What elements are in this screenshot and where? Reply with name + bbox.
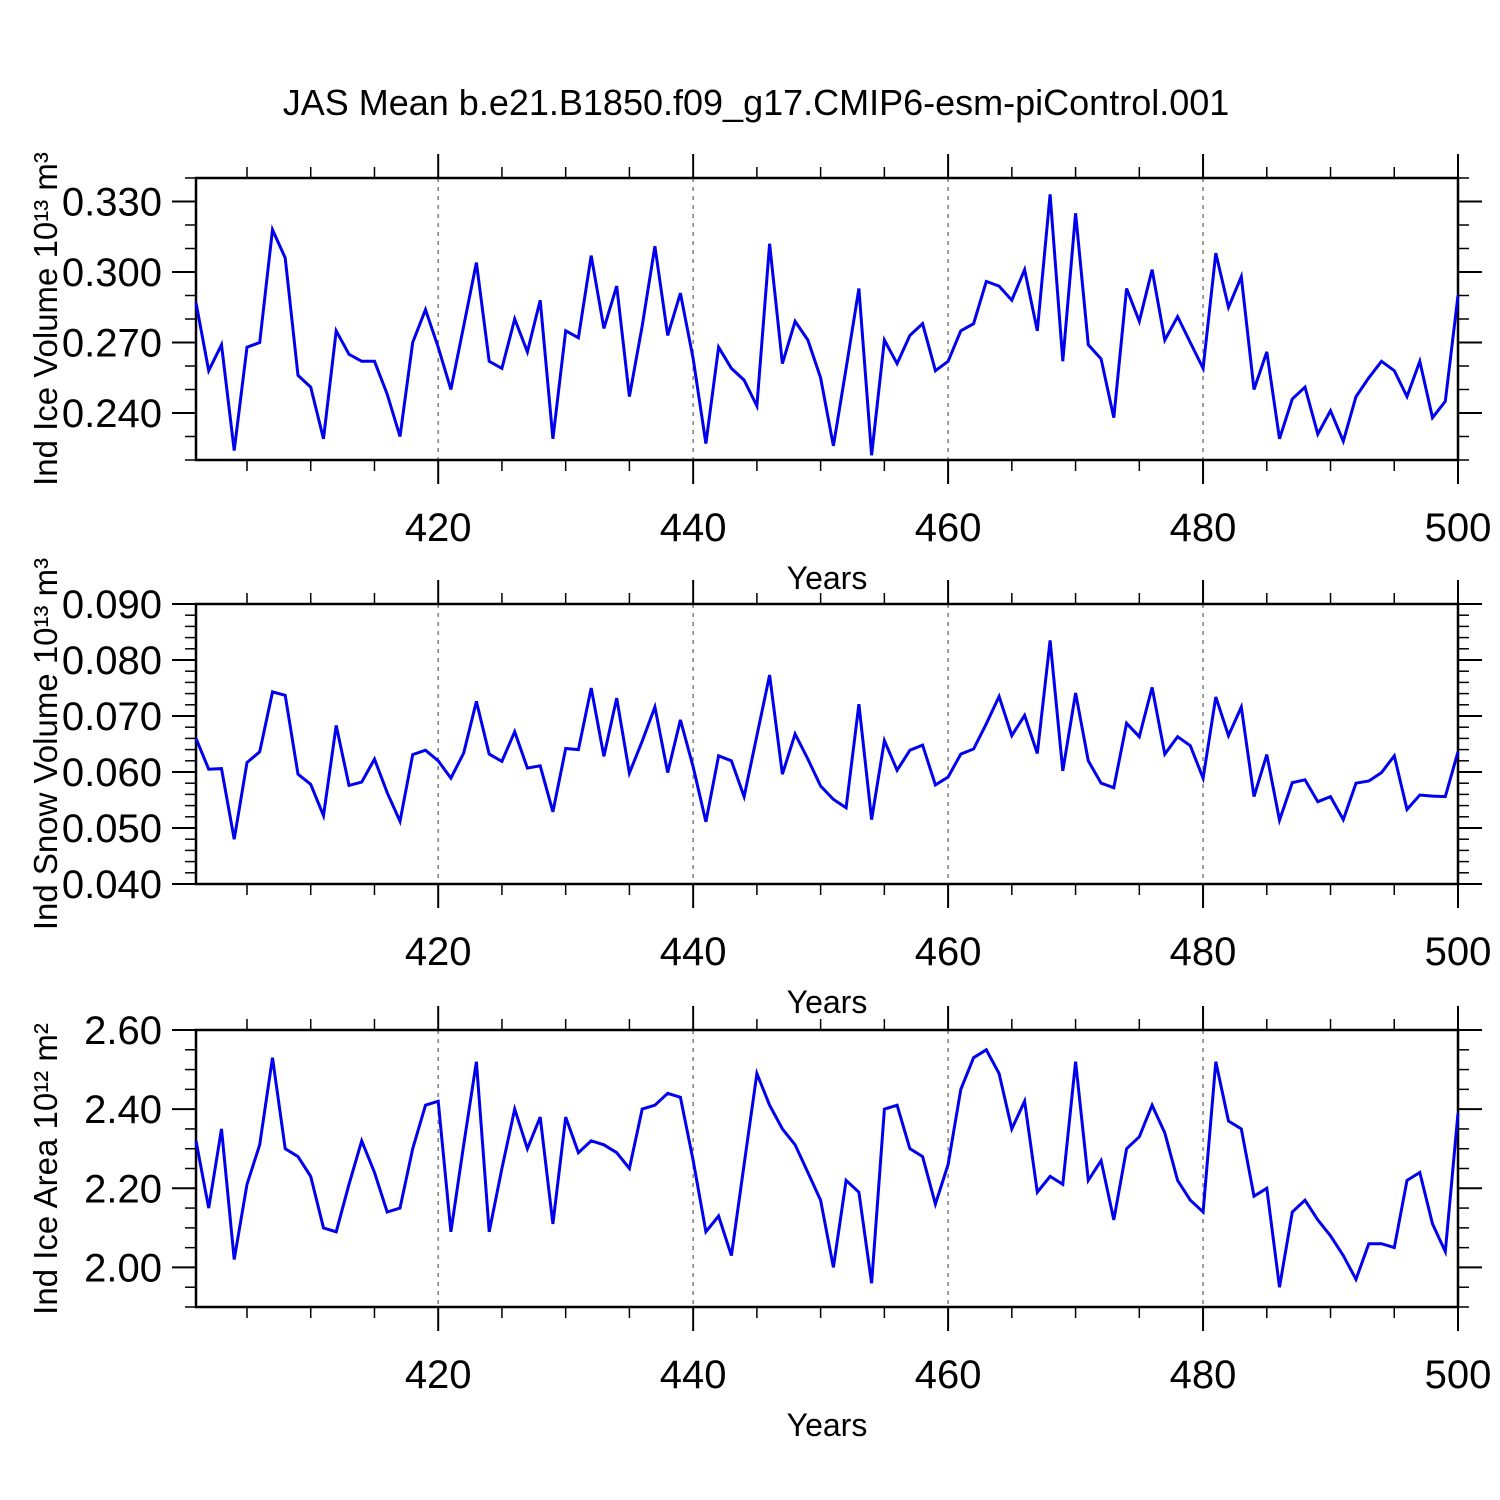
svg-text:500: 500 bbox=[1425, 506, 1492, 550]
svg-text:500: 500 bbox=[1425, 1353, 1492, 1397]
svg-text:420: 420 bbox=[405, 930, 472, 974]
x-axis-title-panel1: Years bbox=[786, 560, 868, 596]
svg-text:440: 440 bbox=[660, 930, 727, 974]
svg-text:0.300: 0.300 bbox=[62, 251, 162, 295]
svg-text:460: 460 bbox=[915, 930, 982, 974]
svg-text:0.050: 0.050 bbox=[62, 807, 162, 851]
svg-text:440: 440 bbox=[660, 1353, 727, 1397]
y-axis-title-ice-area: Ind Ice Area 10¹² m² bbox=[27, 1022, 64, 1315]
svg-text:2.20: 2.20 bbox=[84, 1167, 162, 1211]
svg-text:0.040: 0.040 bbox=[62, 863, 162, 907]
svg-text:0.270: 0.270 bbox=[62, 322, 162, 366]
svg-text:0.330: 0.330 bbox=[62, 181, 162, 225]
svg-text:460: 460 bbox=[915, 506, 982, 550]
svg-text:0.240: 0.240 bbox=[62, 392, 162, 436]
y-axis-title-snow-volume: Ind Snow Volume 10¹³ m³ bbox=[27, 557, 64, 931]
x-axis-title-panel3: Years bbox=[786, 1407, 868, 1443]
svg-text:460: 460 bbox=[915, 1353, 982, 1397]
svg-text:0.090: 0.090 bbox=[62, 583, 162, 627]
svg-text:440: 440 bbox=[660, 506, 727, 550]
svg-text:2.00: 2.00 bbox=[84, 1246, 162, 1290]
svg-text:420: 420 bbox=[405, 506, 472, 550]
svg-text:480: 480 bbox=[1170, 930, 1237, 974]
chart-title: JAS Mean b.e21.B1850.f09_g17.CMIP6-esm-p… bbox=[282, 82, 1230, 123]
svg-text:420: 420 bbox=[405, 1353, 472, 1397]
y-axis-title-ice-volume: Ind Ice Volume 10¹³ m³ bbox=[27, 152, 64, 486]
x-axis-title-panel2: Years bbox=[786, 984, 868, 1020]
svg-text:0.060: 0.060 bbox=[62, 751, 162, 795]
svg-text:480: 480 bbox=[1170, 506, 1237, 550]
svg-text:0.070: 0.070 bbox=[62, 695, 162, 739]
svg-text:2.60: 2.60 bbox=[84, 1009, 162, 1053]
svg-text:2.40: 2.40 bbox=[84, 1088, 162, 1132]
svg-text:0.080: 0.080 bbox=[62, 639, 162, 683]
svg-text:500: 500 bbox=[1425, 930, 1492, 974]
svg-text:480: 480 bbox=[1170, 1353, 1237, 1397]
